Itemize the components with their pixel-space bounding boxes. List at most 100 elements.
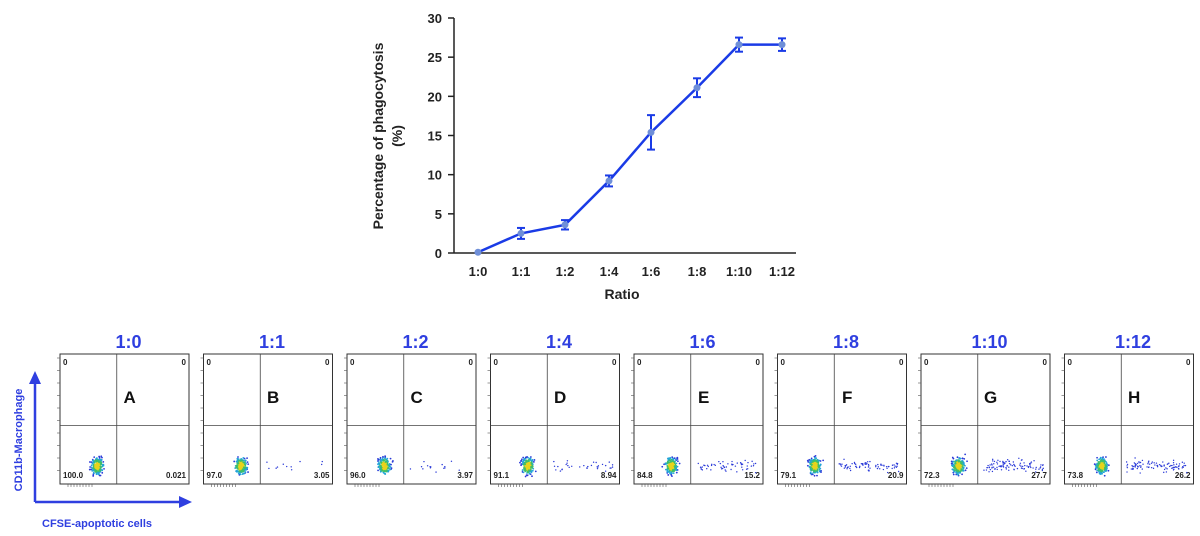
- event-dot: [98, 455, 101, 458]
- event-dot: [1151, 461, 1154, 463]
- event-dot: [103, 467, 105, 470]
- event-dot: [820, 471, 822, 474]
- event-dot: [881, 464, 883, 466]
- event-dot: [1040, 464, 1042, 466]
- event-dot: [526, 462, 529, 465]
- event-dot: [864, 466, 867, 468]
- event-dot: [754, 462, 757, 465]
- quadrant-value-ur: 0: [182, 358, 187, 367]
- event-dot: [586, 467, 588, 470]
- event-dot: [812, 459, 815, 462]
- event-dot: [1107, 469, 1110, 472]
- event-dot: [1098, 470, 1100, 473]
- event-dot: [532, 461, 535, 463]
- event-dot: [244, 466, 247, 468]
- event-dot: [1181, 467, 1183, 469]
- event-dot: [966, 460, 968, 463]
- event-dot: [1020, 465, 1022, 467]
- event-dot: [519, 461, 521, 464]
- event-dot: [100, 459, 103, 462]
- event-dot: [1103, 474, 1106, 477]
- event-dot: [90, 468, 92, 471]
- event-dot: [243, 466, 245, 469]
- event-dot: [1166, 463, 1169, 466]
- event-dot: [1182, 465, 1184, 468]
- event-dot: [246, 461, 249, 464]
- event-dot: [885, 465, 888, 468]
- event-dot: [611, 464, 614, 466]
- event-dot: [382, 455, 384, 458]
- event-dot: [557, 465, 559, 468]
- y-ticks: 0 5 10 15 20 25 30: [428, 11, 454, 261]
- event-dot: [747, 461, 749, 464]
- event-dot: [100, 468, 103, 471]
- event-dot: [672, 466, 675, 469]
- event-dot: [1137, 466, 1139, 468]
- event-dot: [528, 467, 531, 470]
- event-dot: [441, 463, 443, 466]
- event-dot: [247, 471, 249, 473]
- event-dot: [1101, 470, 1104, 472]
- series-line: [477, 43, 782, 254]
- panel-ratio-label: 1:12: [1115, 332, 1151, 352]
- event-dot: [390, 463, 392, 466]
- event-dot: [1171, 464, 1173, 467]
- event-dot: [1095, 471, 1098, 474]
- event-dot: [1181, 461, 1184, 463]
- event-dot: [849, 465, 852, 467]
- event-dot: [676, 465, 679, 468]
- event-dot: [321, 460, 323, 463]
- event-dot: [1133, 462, 1136, 464]
- event-dot: [1101, 460, 1103, 463]
- event-dot: [1139, 461, 1142, 464]
- quadrant-value-ur: 0: [1043, 358, 1048, 367]
- flow-panel: 1:8 F 0 0 79.1 20.9: [774, 332, 907, 487]
- event-dot: [409, 468, 412, 470]
- event-dot: [1029, 463, 1031, 466]
- event-dot: [703, 464, 705, 466]
- event-dot: [955, 459, 958, 462]
- x-tick-label: 1:0: [469, 264, 488, 279]
- panel-frame: [633, 353, 764, 485]
- event-dot: [952, 460, 955, 463]
- event-dot: [458, 469, 460, 471]
- event-dot: [1042, 467, 1044, 470]
- event-dot: [388, 462, 391, 465]
- event-dot: [387, 469, 390, 472]
- right-arrowhead-icon: [179, 496, 192, 508]
- event-dot: [422, 468, 424, 470]
- event-dot: [94, 459, 97, 462]
- event-dot: [529, 470, 531, 473]
- event-dot: [992, 460, 994, 462]
- event-dot: [561, 469, 563, 471]
- event-dot: [553, 465, 556, 467]
- event-dot: [840, 465, 843, 467]
- event-dot: [846, 468, 848, 470]
- event-dot: [993, 460, 996, 463]
- event-dot: [697, 462, 699, 465]
- event-dot: [95, 467, 98, 470]
- event-dot: [996, 468, 998, 471]
- event-dot: [383, 462, 386, 465]
- event-dot: [1172, 459, 1175, 462]
- data-point: [735, 41, 743, 49]
- event-dot: [814, 467, 817, 470]
- event-dot: [661, 465, 664, 468]
- event-dot: [1033, 460, 1035, 462]
- event-dot: [991, 470, 994, 473]
- panel-ratio-label: 1:6: [689, 332, 715, 352]
- event-dot: [994, 468, 997, 470]
- event-dot: [673, 465, 676, 468]
- event-dot: [811, 460, 814, 463]
- event-dot: [713, 463, 715, 466]
- event-dot: [711, 463, 713, 466]
- event-dot: [379, 467, 381, 470]
- event-dot: [951, 468, 954, 471]
- event-dot: [244, 459, 247, 462]
- panel-frame: [490, 353, 620, 485]
- event-dot: [1029, 465, 1031, 467]
- event-dot: [92, 475, 95, 477]
- panel-frame: [1064, 353, 1194, 485]
- shared-axes: CD11b-Macrophage CFSE-apoptotic cells: [13, 371, 192, 530]
